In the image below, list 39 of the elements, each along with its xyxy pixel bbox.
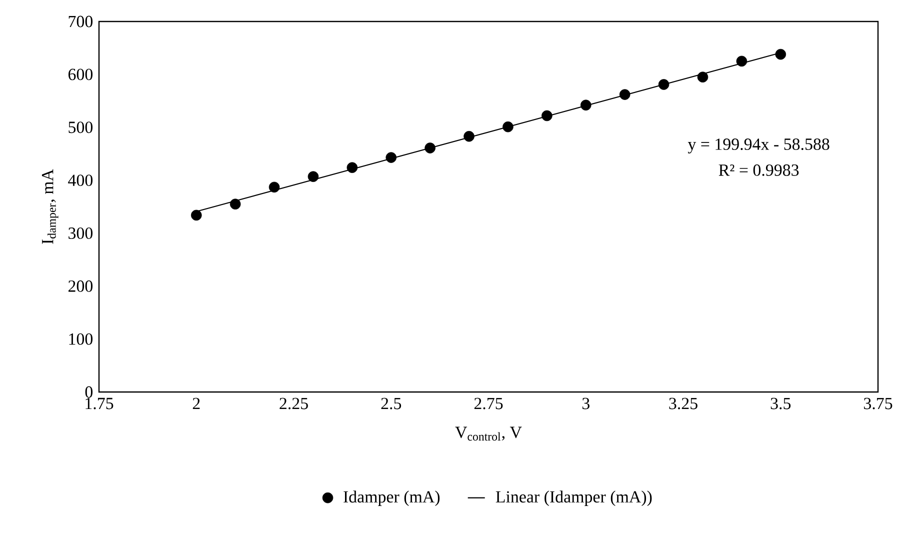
annotation: y = 199.94x - 58.588 (688, 138, 830, 154)
x-tick-label: 3.25 (669, 398, 698, 410)
legend-label: Idamper (mA) (344, 490, 440, 506)
point (464, 130, 474, 142)
x-tick-label: 2.25 (280, 398, 308, 410)
annotation: R² = 0.9983 (718, 164, 799, 176)
point (268, 182, 280, 193)
point (658, 79, 670, 90)
y-tick-label: 500 (68, 122, 93, 134)
point (542, 110, 552, 122)
y-tick-label: 100 (69, 333, 93, 345)
y-tick-label: 400 (68, 174, 93, 186)
x-tick-label: 3.5 (770, 398, 791, 410)
x-tick-label: 2.75 (474, 398, 503, 410)
point (386, 152, 397, 163)
y-tick-label: 200 (68, 280, 93, 292)
point (580, 100, 592, 111)
y-axis-title: I$_{damper}$, mA (42, 169, 58, 244)
point (697, 72, 708, 82)
x-tick-label: 1.75 (86, 398, 114, 410)
point (502, 121, 514, 132)
point (619, 89, 630, 100)
point (308, 171, 319, 182)
point (190, 210, 202, 221)
x-tick-label: 3 (582, 398, 590, 410)
y-tick-label: 300 (68, 227, 93, 239)
x-tick-label: 3.75 (864, 398, 892, 410)
point (346, 162, 358, 173)
point (736, 56, 748, 67)
legend-label: Linear (Idamper (mA)) (496, 490, 652, 506)
y-tick-label: 600 (68, 68, 93, 80)
point (775, 48, 786, 60)
point (424, 142, 436, 154)
x-tick-label: 2.5 (381, 398, 402, 410)
x-axis-title: V$_{control}$, V (455, 426, 522, 441)
y-tick-label: 0 (85, 386, 93, 398)
point (230, 198, 241, 210)
x-tick-label: 2 (192, 398, 200, 410)
y-tick-label: 700 (68, 16, 93, 28)
